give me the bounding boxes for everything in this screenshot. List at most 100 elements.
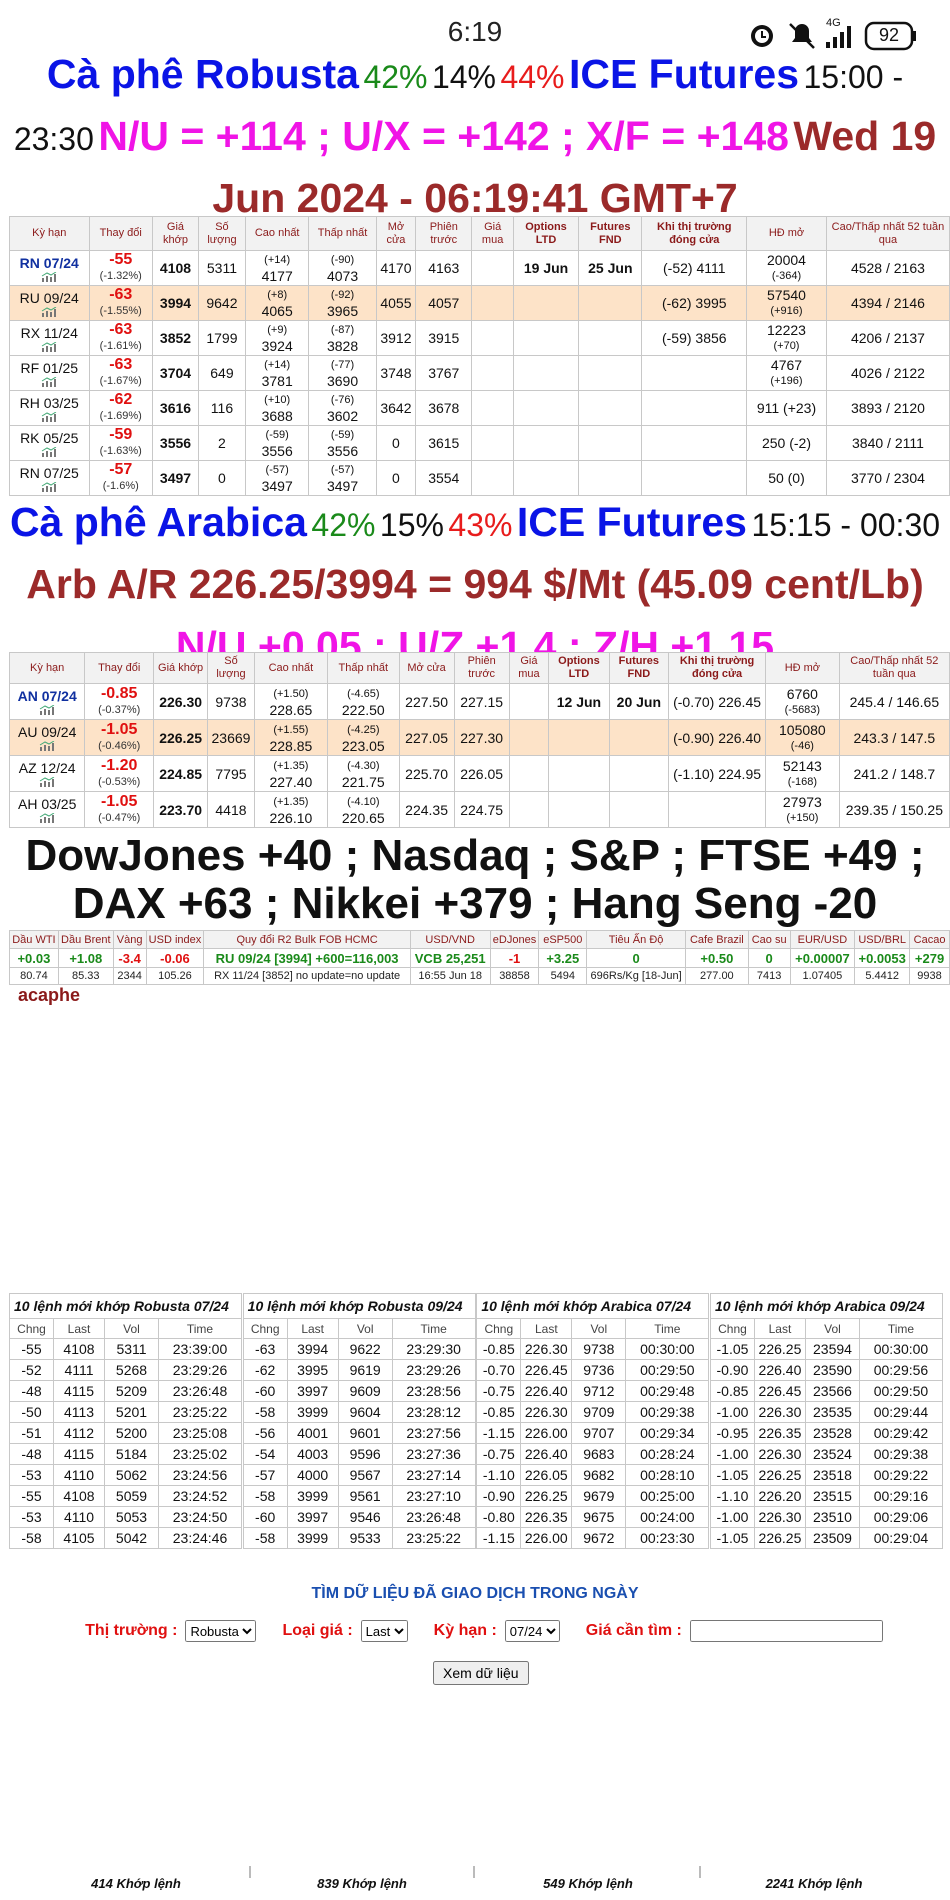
table-cell: AZ 12/24 [8, 755, 86, 792]
table-cell: (-90) 4073 [308, 250, 377, 286]
column-header: Time [625, 1318, 710, 1339]
table-row: -52 4111 5268 23:29:26 [9, 1359, 242, 1381]
table-cell: 3912 [375, 320, 417, 356]
table-cell: 00:29:50 [625, 1359, 710, 1381]
table-cell: 250 (-2) [746, 425, 827, 461]
trades-title: 10 lệnh mới khớp Robusta 07/24 [9, 1293, 242, 1319]
table-cell: 5494 [538, 967, 588, 985]
field-label: Giá cần tìm : [585, 1622, 682, 1639]
cell-line: -57 [109, 461, 133, 478]
table-cell: 226.05 [520, 1464, 573, 1486]
table-cell [471, 355, 514, 391]
robusta-header: Cà phê Robusta 42% 14% 44% ICE Futures 1… [8, 48, 942, 234]
cell-text: (-0.70) 226.45 [673, 693, 762, 710]
table-cell: 23:24:56 [158, 1464, 242, 1486]
field-select[interactable]: 07/24 [504, 1620, 560, 1642]
header-segment: Arb A/R 226.25/3994 = 994 $/Mt (45.09 ce… [26, 561, 924, 607]
header-segment: Cà phê Arabica [9, 499, 307, 545]
table-cell: 4105 [53, 1527, 105, 1549]
field-select[interactable]: Last [360, 1620, 408, 1642]
table-cell: 226.35 [753, 1422, 806, 1444]
table-cell: 23669 [207, 719, 255, 756]
table-cell: 23:29:30 [391, 1338, 476, 1360]
column-header: Vol [804, 1318, 860, 1339]
column-header: Cao su [747, 930, 791, 949]
chart-icon[interactable] [41, 376, 57, 387]
cell-text: AH 03/25 [17, 796, 77, 812]
cell-text: 4528 / 2163 [850, 260, 925, 276]
table-cell: 227.30 [453, 719, 510, 756]
field-select[interactable]: Robusta [185, 1620, 257, 1642]
table-cell: 226.00 [520, 1527, 573, 1549]
chart-icon[interactable] [39, 777, 55, 787]
column-header: EUR/USD [789, 930, 856, 949]
cell-line: (-1.63%) [99, 445, 142, 457]
table-cell: -53 [9, 1506, 54, 1528]
table-cell: 00:29:22 [858, 1464, 943, 1486]
cell-text: 25 Jun [588, 260, 633, 276]
column-header: Giá mua [471, 216, 514, 251]
cell-text: 4394 / 2146 [850, 295, 925, 311]
table-row: -55 4108 5059 23:24:52 [9, 1485, 242, 1507]
table-cell: 9533 [337, 1527, 393, 1549]
chart-icon[interactable] [41, 411, 57, 422]
table-cell: RX 11/24 [9, 320, 90, 356]
search-button[interactable]: Xem dữ liệu [433, 1661, 529, 1685]
column-header: Vol [337, 1318, 393, 1339]
table-cell: (-0.90) 226.40 [668, 719, 767, 756]
column-header: Cao nhất [244, 216, 310, 251]
match-count: 549 Khớp lệnh [543, 1876, 633, 1891]
table-cell: (-87) 3828 [308, 320, 377, 356]
table-cell: -57 (-1.6%) [88, 460, 153, 496]
status-time: 6:19 [447, 16, 503, 47]
cell-text: RU 09/24 [19, 289, 79, 306]
table-cell: 226.35 [520, 1506, 573, 1528]
table-row: -0.85 226.30 9709 00:29:38 [476, 1401, 710, 1423]
field-input[interactable] [689, 1620, 883, 1642]
table-cell: -0.85 (-0.37%) [84, 683, 155, 720]
table-cell: (-4.65) 222.50 [327, 683, 400, 720]
cell-line: (+1.50) [273, 687, 309, 700]
column-header: Mở cửa [375, 216, 417, 251]
table-cell: -57 [242, 1464, 288, 1486]
cell-text: 116 [210, 400, 234, 416]
column-header: Futures FND [608, 652, 670, 684]
chart-icon[interactable] [41, 341, 57, 352]
table-cell: -55 [9, 1485, 54, 1507]
table-cell: 4418 [207, 791, 255, 828]
chart-icon[interactable] [39, 813, 55, 823]
trades-title: 10 lệnh mới khớp Arabica 09/24 [709, 1293, 943, 1319]
table-cell: RK 05/25 [9, 425, 90, 461]
table-cell: +3.25 [538, 948, 588, 968]
table-cell: 3915 [415, 320, 473, 356]
column-header: Khi thị trường đóng cửa [641, 216, 748, 251]
table-row: -1.05 226.25 23594 00:30:00 [709, 1338, 943, 1360]
chart-icon[interactable] [41, 306, 57, 317]
chart-icon[interactable] [41, 271, 57, 282]
chart-icon[interactable] [39, 705, 55, 715]
cell-text: RK 05/25 [20, 429, 79, 446]
column-header: Kỳ hạn [8, 652, 86, 684]
separator [249, 1866, 251, 1878]
table-cell: (+1.50) 228.65 [253, 683, 329, 720]
chart-icon[interactable] [39, 741, 55, 751]
table-row: -0.90 226.40 23590 00:29:56 [709, 1359, 943, 1381]
header-segment: Cà phê Robusta [46, 51, 359, 97]
table-cell: 00:29:04 [858, 1527, 943, 1549]
column-header: Cao/Thấp nhất 52 tuần qua [825, 216, 950, 251]
chart-icon[interactable] [41, 446, 57, 457]
table-cell: 105080 (-46) [765, 719, 840, 756]
table-cell: 23:25:02 [158, 1443, 242, 1465]
cell-text: 4057 [428, 295, 460, 311]
chart-icon[interactable] [41, 481, 57, 492]
cell-text: 12 Jun [556, 693, 602, 710]
table-row: -1.10 226.05 9682 00:28:10 [476, 1464, 710, 1486]
cell-line: 3688 [261, 408, 293, 424]
table-cell: 226.40 [520, 1380, 573, 1402]
title-row: 10 lệnh mới khớp Arabica 07/24 [476, 1293, 710, 1319]
table-cell: 25 Jun [578, 250, 643, 286]
column-header: Dầu WTI [9, 930, 59, 949]
table-cell: (-62) 3995 [641, 285, 748, 321]
cell-line: 222.50 [341, 701, 385, 718]
